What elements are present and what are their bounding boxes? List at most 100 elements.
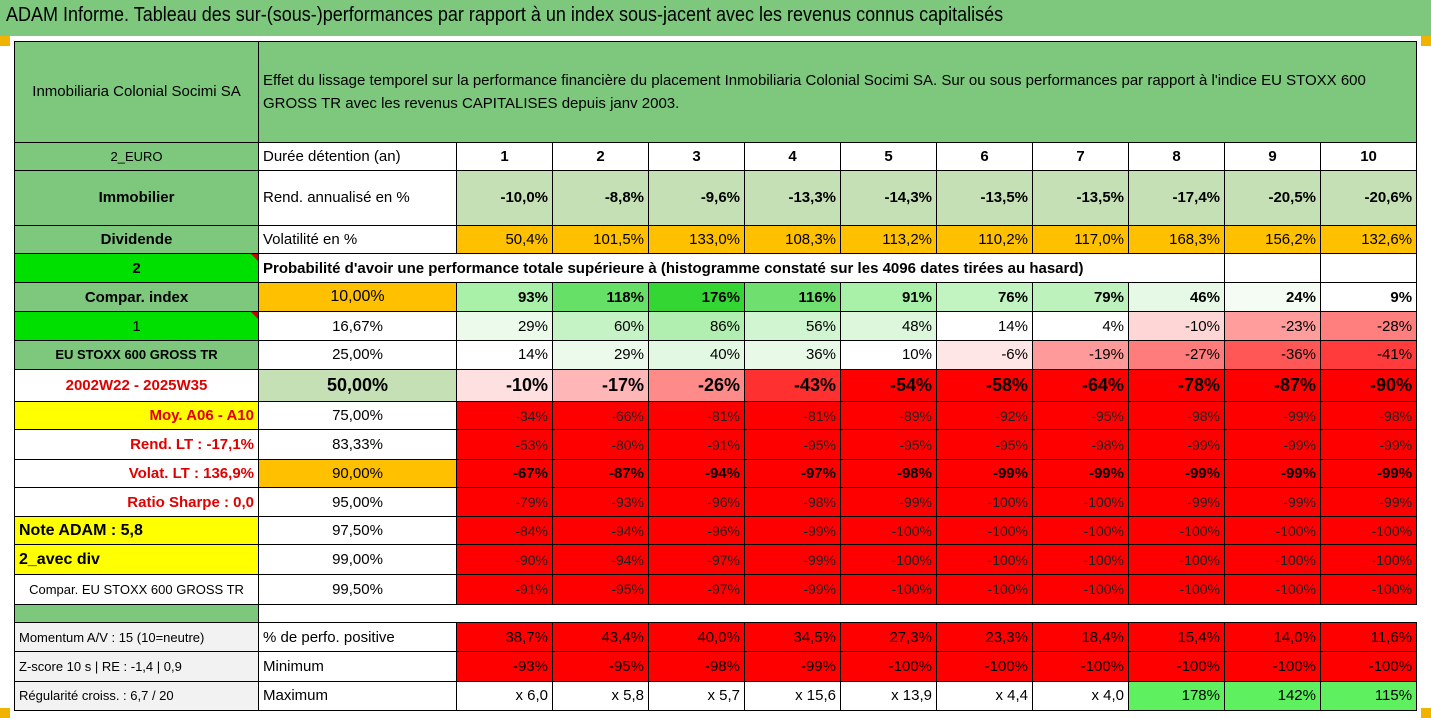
quantile-value: -100% <box>1128 544 1225 575</box>
selector-cell: 2 <box>14 252 259 284</box>
quantile-value: -90% <box>1319 368 1418 403</box>
dividend-mode: 2_avec div <box>14 544 259 575</box>
quantile-value: 24% <box>1224 282 1321 313</box>
quantile-row: Rend. LT : -17,1% 83,33% -53% -80% -91% -95% -… <box>14 429 1418 460</box>
stat-value: x 5,7 <box>648 680 745 712</box>
long-term-return: Rend. LT : -17,1% <box>14 429 259 460</box>
stat-value: x 5,8 <box>552 680 649 712</box>
quantile-value: -34% <box>456 401 553 431</box>
volatility-value: 156,2% <box>1224 224 1321 254</box>
title-bar: ADAM Informe. Tableau des sur-(sous-)per… <box>0 0 1431 36</box>
sharpe-ratio: Ratio Sharpe : 0,0 <box>14 486 259 518</box>
stat-value: -100% <box>936 651 1033 682</box>
quantile-value: -100% <box>840 573 937 605</box>
quantile-value: -87% <box>552 458 649 488</box>
quantile-value: -96% <box>648 486 745 518</box>
quantile-value: 4% <box>1032 311 1129 341</box>
quantile-value: -98% <box>1032 429 1129 460</box>
quantile-value: -26% <box>648 368 745 403</box>
quantile-value: -10% <box>456 368 553 403</box>
quantile-value: 56% <box>744 311 841 341</box>
quantile-value: -99% <box>1224 401 1321 431</box>
corner-marker-top-right <box>1421 36 1431 46</box>
stat-value: 11,6% <box>1319 622 1418 653</box>
quantile-value: 29% <box>456 311 553 341</box>
stat-value: 27,3% <box>840 622 937 653</box>
quantile-value: -99% <box>840 486 937 518</box>
quantile-percent: 75,00% <box>258 401 457 431</box>
stats-row: Momentum A/V : 15 (10=neutre)% de perfo.… <box>14 622 1418 653</box>
dividend-label: Dividende <box>14 224 259 254</box>
average-label: Moy. A06 - A10 <box>14 401 259 431</box>
annual-return-value: -13,3% <box>744 170 841 226</box>
quantile-value: -66% <box>552 401 649 431</box>
asset-name: Inmobiliaria Colonial Socimi SA <box>14 41 259 143</box>
stat-value: x 6,0 <box>456 680 553 712</box>
stat-value: -100% <box>1032 651 1129 682</box>
probability-header-row: 2 Probabilité d'avoir une performance tot… <box>14 252 1418 284</box>
year-header: 9 <box>1224 141 1321 172</box>
quantile-value: -84% <box>456 516 553 546</box>
long-term-volatility: Volat. LT : 136,9% <box>14 458 259 488</box>
year-header: 3 <box>648 141 745 172</box>
stat-value: 38,7% <box>456 622 553 653</box>
quantile-value: -97% <box>648 544 745 575</box>
stat-value: 43,4% <box>552 622 649 653</box>
quantile-value: -41% <box>1319 339 1418 370</box>
volatility-label: Volatilité en % <box>258 224 457 254</box>
stat-value: -100% <box>1128 651 1225 682</box>
stats-row: Z-score 10 s | RE : -1,4 | 0,9 Minimum -93… <box>14 651 1418 682</box>
annual-return-value: -9,6% <box>648 170 745 226</box>
year-header: 4 <box>744 141 841 172</box>
quantile-value: -17% <box>552 368 649 403</box>
quantile-value: -99% <box>744 516 841 546</box>
quantile-value: 79% <box>1032 282 1129 313</box>
quantile-value: -6% <box>936 339 1033 370</box>
quantile-value: -100% <box>1224 544 1321 575</box>
quantile-row: Compar. index 10,00% 93% 118% 176% 116% 91% 76%… <box>14 282 1418 313</box>
quantile-value: -99% <box>744 573 841 605</box>
quantile-value: -100% <box>1319 573 1418 605</box>
quantile-value: -98% <box>744 486 841 518</box>
quantile-value: 76% <box>936 282 1033 313</box>
quantile-value: -81% <box>648 401 745 431</box>
stat-value: 14,0% <box>1224 622 1321 653</box>
quantile-value: -94% <box>552 516 649 546</box>
quantile-value: 91% <box>840 282 937 313</box>
corner-marker-bottom-right <box>1421 708 1431 718</box>
stat-value: 34,5% <box>744 622 841 653</box>
quantile-value: -99% <box>1224 429 1321 460</box>
quantile-value: -100% <box>1224 516 1321 546</box>
stat-value: 115% <box>1319 680 1418 712</box>
quantile-value: -99% <box>936 458 1033 488</box>
spacer-row <box>14 603 1417 624</box>
year-header: 10 <box>1319 141 1418 172</box>
corner-marker-top-left <box>0 36 10 46</box>
quantile-value: -36% <box>1224 339 1321 370</box>
stat-value: -93% <box>456 651 553 682</box>
quantile-value: -67% <box>456 458 553 488</box>
report-title: ADAM Informe. Tableau des sur-(sous-)per… <box>6 4 1004 26</box>
quantile-value: -10% <box>1128 311 1225 341</box>
stat-value: -100% <box>1319 651 1418 682</box>
quantile-value: 116% <box>744 282 841 313</box>
quantile-value: -98% <box>1128 401 1225 431</box>
quantile-value: -98% <box>840 458 937 488</box>
currency-label: 2_EURO <box>14 141 259 172</box>
year-header: 8 <box>1128 141 1225 172</box>
quantile-percent: 90,00% <box>258 458 457 488</box>
quantile-value: 14% <box>936 311 1033 341</box>
volatility-value: 133,0% <box>648 224 745 254</box>
quantile-value: -100% <box>936 486 1033 518</box>
adam-score: Note ADAM : 5,8 <box>14 516 259 546</box>
quantile-value: -100% <box>1032 486 1129 518</box>
stat-value: 142% <box>1224 680 1321 712</box>
quantile-percent: 25,00% <box>258 339 457 370</box>
annual-return-value: -8,8% <box>552 170 649 226</box>
quantile-value: 48% <box>840 311 937 341</box>
quantile-value: -95% <box>552 573 649 605</box>
stat-value: x 4,4 <box>936 680 1033 712</box>
quantile-value: -91% <box>456 573 553 605</box>
quantile-value: 10% <box>840 339 937 370</box>
quantile-row: Note ADAM : 5,8 97,50% -84% -94% -96% -99% -10… <box>14 516 1418 546</box>
